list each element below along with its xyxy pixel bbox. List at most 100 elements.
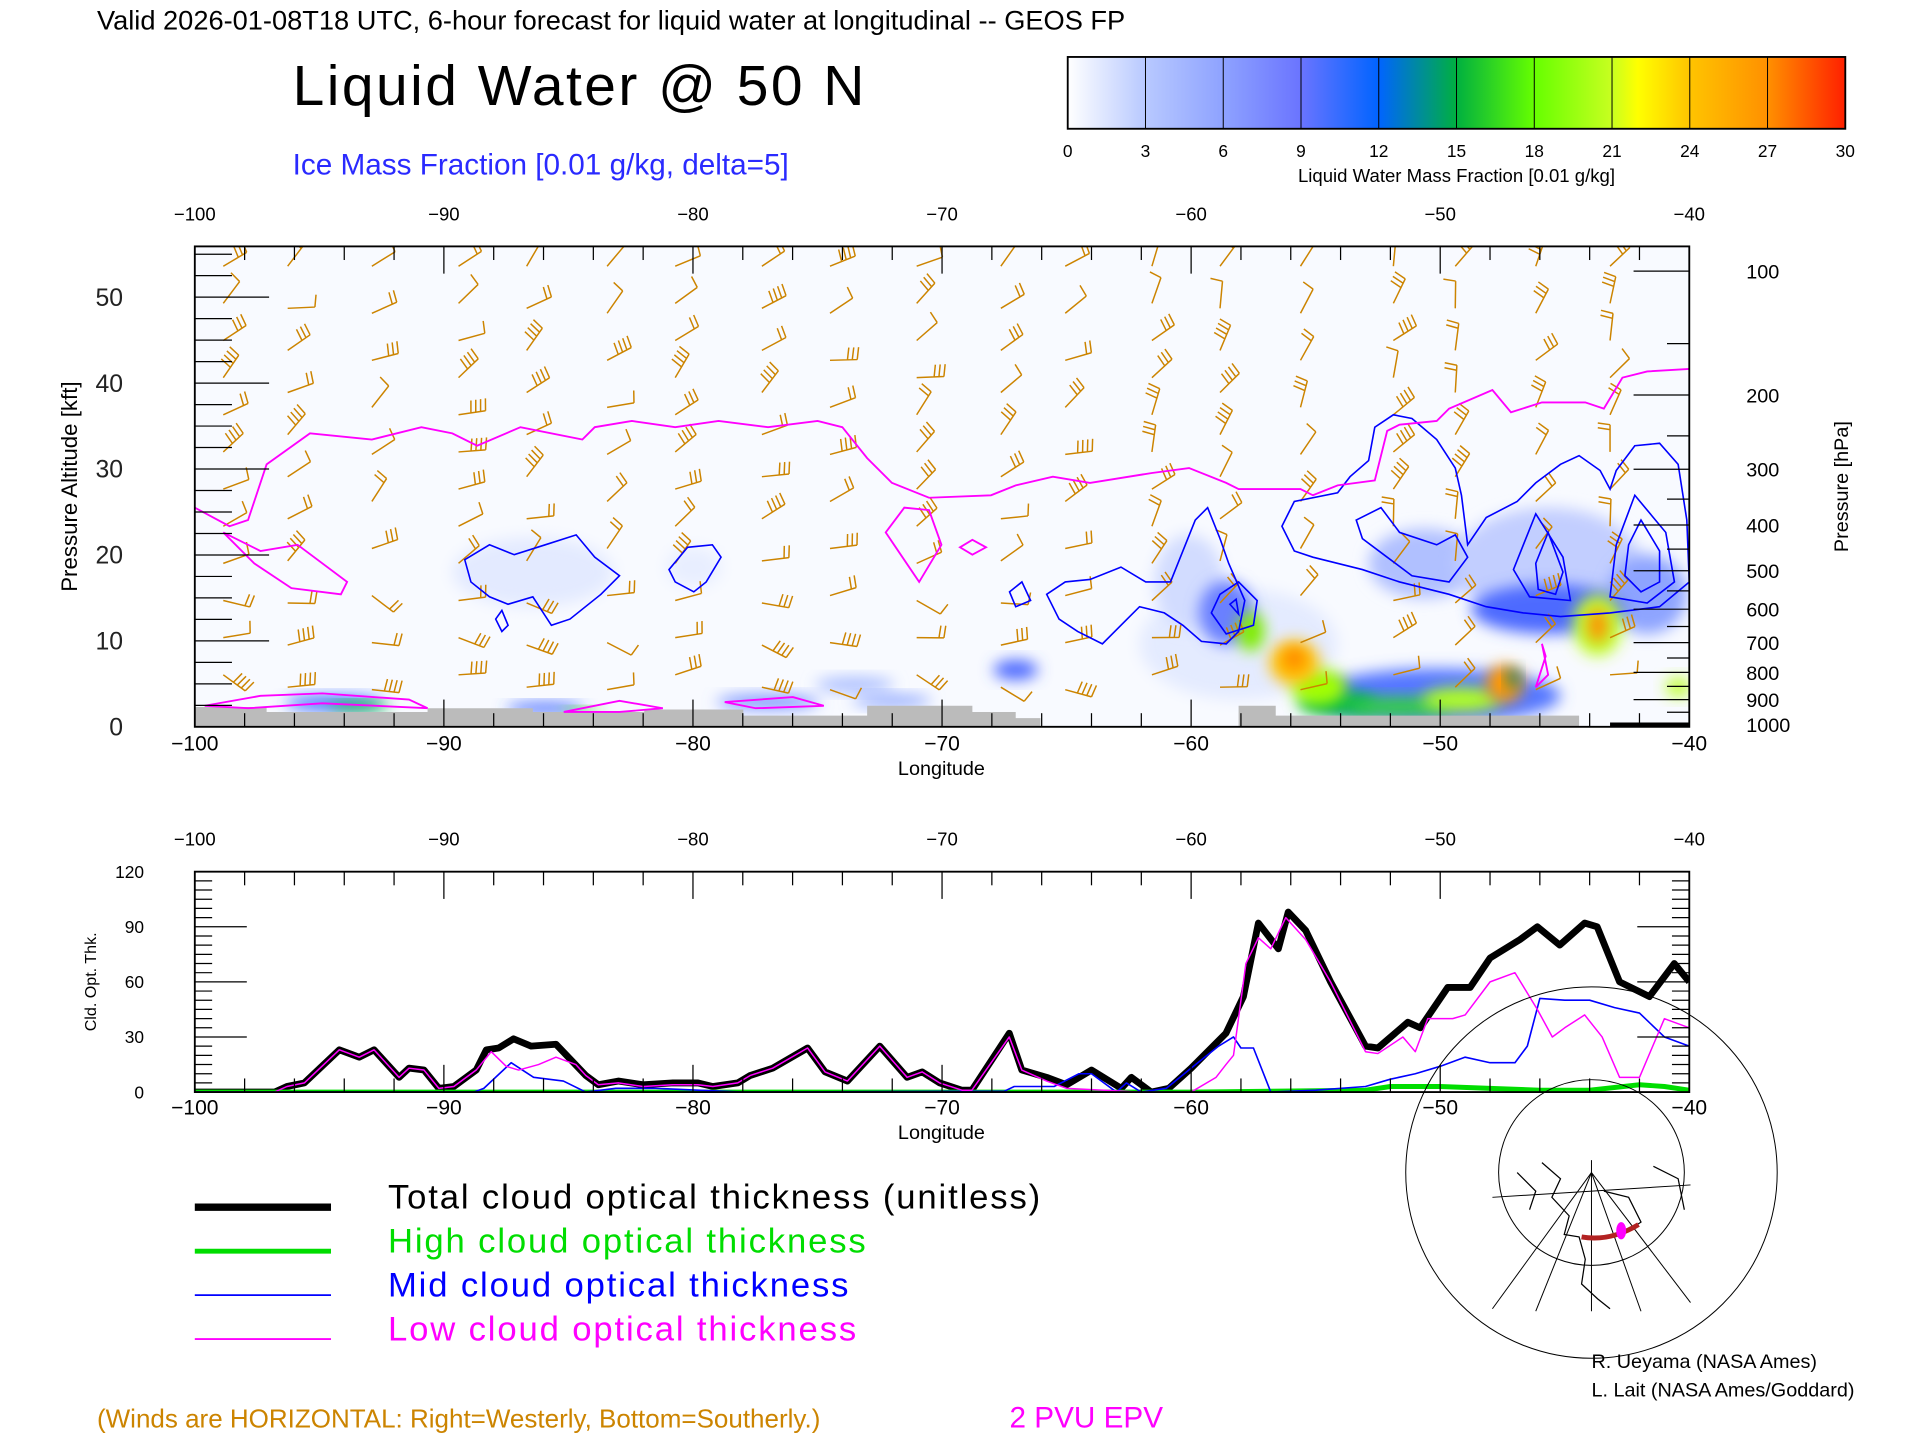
- wind-barb: [287, 494, 313, 520]
- y-tick-label: 10: [95, 629, 123, 656]
- x-tick-label: −50: [1422, 732, 1458, 755]
- wind-barb: [1597, 422, 1611, 452]
- wind-barb: [606, 517, 623, 549]
- wind-barb: [829, 246, 856, 267]
- wind-barb: [1445, 488, 1459, 519]
- wind-barb: [675, 468, 702, 490]
- colorbar-tick-label: 6: [1218, 141, 1228, 161]
- wind-barb: [1145, 382, 1161, 416]
- liquid-water-region: [1237, 611, 1265, 652]
- wind-barb: [916, 674, 949, 691]
- wind-barb: [1299, 328, 1315, 361]
- ice-contour: [668, 543, 722, 593]
- wind-barb: [761, 246, 786, 267]
- epv-contour: [563, 699, 663, 713]
- wind-barb: [1151, 653, 1179, 676]
- ice-contour: [1228, 597, 1240, 617]
- liquid-water-region: [852, 694, 932, 707]
- wind-barb: [222, 313, 247, 342]
- ice-contour: [1624, 518, 1661, 593]
- liquid-water-region: [1421, 687, 1502, 712]
- epv-label: 2 PVU EPV: [1010, 1402, 1164, 1435]
- wind-barb: [829, 632, 862, 648]
- wind-barb: [223, 594, 256, 608]
- series-line-low: [194, 916, 1690, 1093]
- y2-tick-label: 100: [1746, 262, 1779, 284]
- wind-barb: [674, 388, 699, 416]
- wind-barb: [606, 390, 635, 409]
- wind-barb: [1219, 491, 1243, 520]
- wind-barb: [458, 246, 483, 267]
- colorbar-tick-label: 9: [1296, 141, 1306, 161]
- y-tick-label: 120: [115, 862, 144, 882]
- wind-barb: [371, 376, 390, 408]
- wind-barb: [829, 532, 858, 550]
- legend-label: Low cloud optical thickness: [388, 1310, 858, 1348]
- wind-barb: [606, 472, 628, 503]
- y-tick-label: 40: [95, 371, 123, 398]
- y-tick-label: 20: [95, 543, 123, 570]
- wind-barb: [286, 404, 306, 436]
- wind-barb: [1390, 271, 1406, 304]
- y-tick-label: 90: [125, 917, 144, 937]
- wind-barb: [1215, 402, 1234, 435]
- top-x-tick-label: −80: [677, 203, 709, 224]
- wind-barb: [1210, 277, 1224, 309]
- wind-barb: [916, 273, 936, 304]
- wind-barb: [371, 678, 403, 694]
- credit-line: R. Ueyama (NASA Ames): [1591, 1351, 1817, 1373]
- y-tick-label: 0: [134, 1082, 144, 1102]
- wind-barb: [1219, 362, 1240, 394]
- map-marker: [1616, 1222, 1627, 1240]
- wind-barb: [1609, 614, 1636, 639]
- wind-barb: [1064, 377, 1085, 408]
- epv-contour: [884, 506, 943, 584]
- y2-tick-label: 1000: [1746, 715, 1790, 737]
- wind-barb: [606, 335, 632, 361]
- y2-tick-label: 600: [1746, 600, 1779, 622]
- wind-barb: [674, 423, 697, 453]
- wind-barb: [761, 283, 787, 309]
- wind-barb: [606, 246, 625, 267]
- wind-barb: [1392, 314, 1418, 342]
- wind-barb: [458, 632, 491, 649]
- wind-barb: [1064, 246, 1091, 267]
- wind-barb: [1065, 576, 1093, 597]
- x-axis-title: Longitude: [898, 1122, 985, 1144]
- wind-barb: [1381, 496, 1395, 527]
- wind-barb: [916, 459, 937, 490]
- liquid-water-region: [993, 659, 1039, 680]
- wind-barb: [1219, 444, 1233, 478]
- colorbar-tick-label: 30: [1836, 141, 1855, 161]
- y2-tick-label: 800: [1746, 663, 1779, 685]
- wind-barb: [1300, 671, 1328, 691]
- epv-contour: [1534, 643, 1550, 688]
- top-x-tick-label: −40: [1674, 203, 1706, 224]
- colorbar-label: Liquid Water Mass Fraction [0.01 g/kg]: [1298, 165, 1615, 186]
- wind-barb: [607, 580, 636, 597]
- top-x-tick-label: −60: [1175, 203, 1207, 224]
- y-tick-label: 30: [95, 457, 123, 484]
- top-x-tick-label: −90: [428, 829, 459, 850]
- wind-barb: [916, 421, 936, 453]
- wind-barb: [1065, 340, 1093, 362]
- wind-barb: [1065, 624, 1093, 644]
- wind-barb: [1393, 655, 1421, 676]
- x-tick-label: −50: [1422, 1096, 1458, 1119]
- liquid-water-region: [1587, 607, 1608, 643]
- x-tick-label: −60: [1173, 1096, 1209, 1119]
- wind-barb: [287, 323, 311, 352]
- wind-barb: [1533, 281, 1550, 314]
- colorbar-tick-label: 18: [1525, 141, 1544, 161]
- wind-barb: [1601, 271, 1617, 304]
- wind-barb: [1609, 246, 1631, 267]
- top-x-tick-label: −100: [174, 203, 216, 224]
- wind-barb: [606, 641, 640, 656]
- wind-barb: [458, 469, 486, 490]
- top-x-tick-label: −50: [1424, 203, 1456, 224]
- wind-barb: [1000, 246, 1016, 267]
- wind-barb: [223, 620, 251, 639]
- locator-map: [1405, 986, 1778, 1359]
- top-x-tick-label: −80: [677, 829, 709, 850]
